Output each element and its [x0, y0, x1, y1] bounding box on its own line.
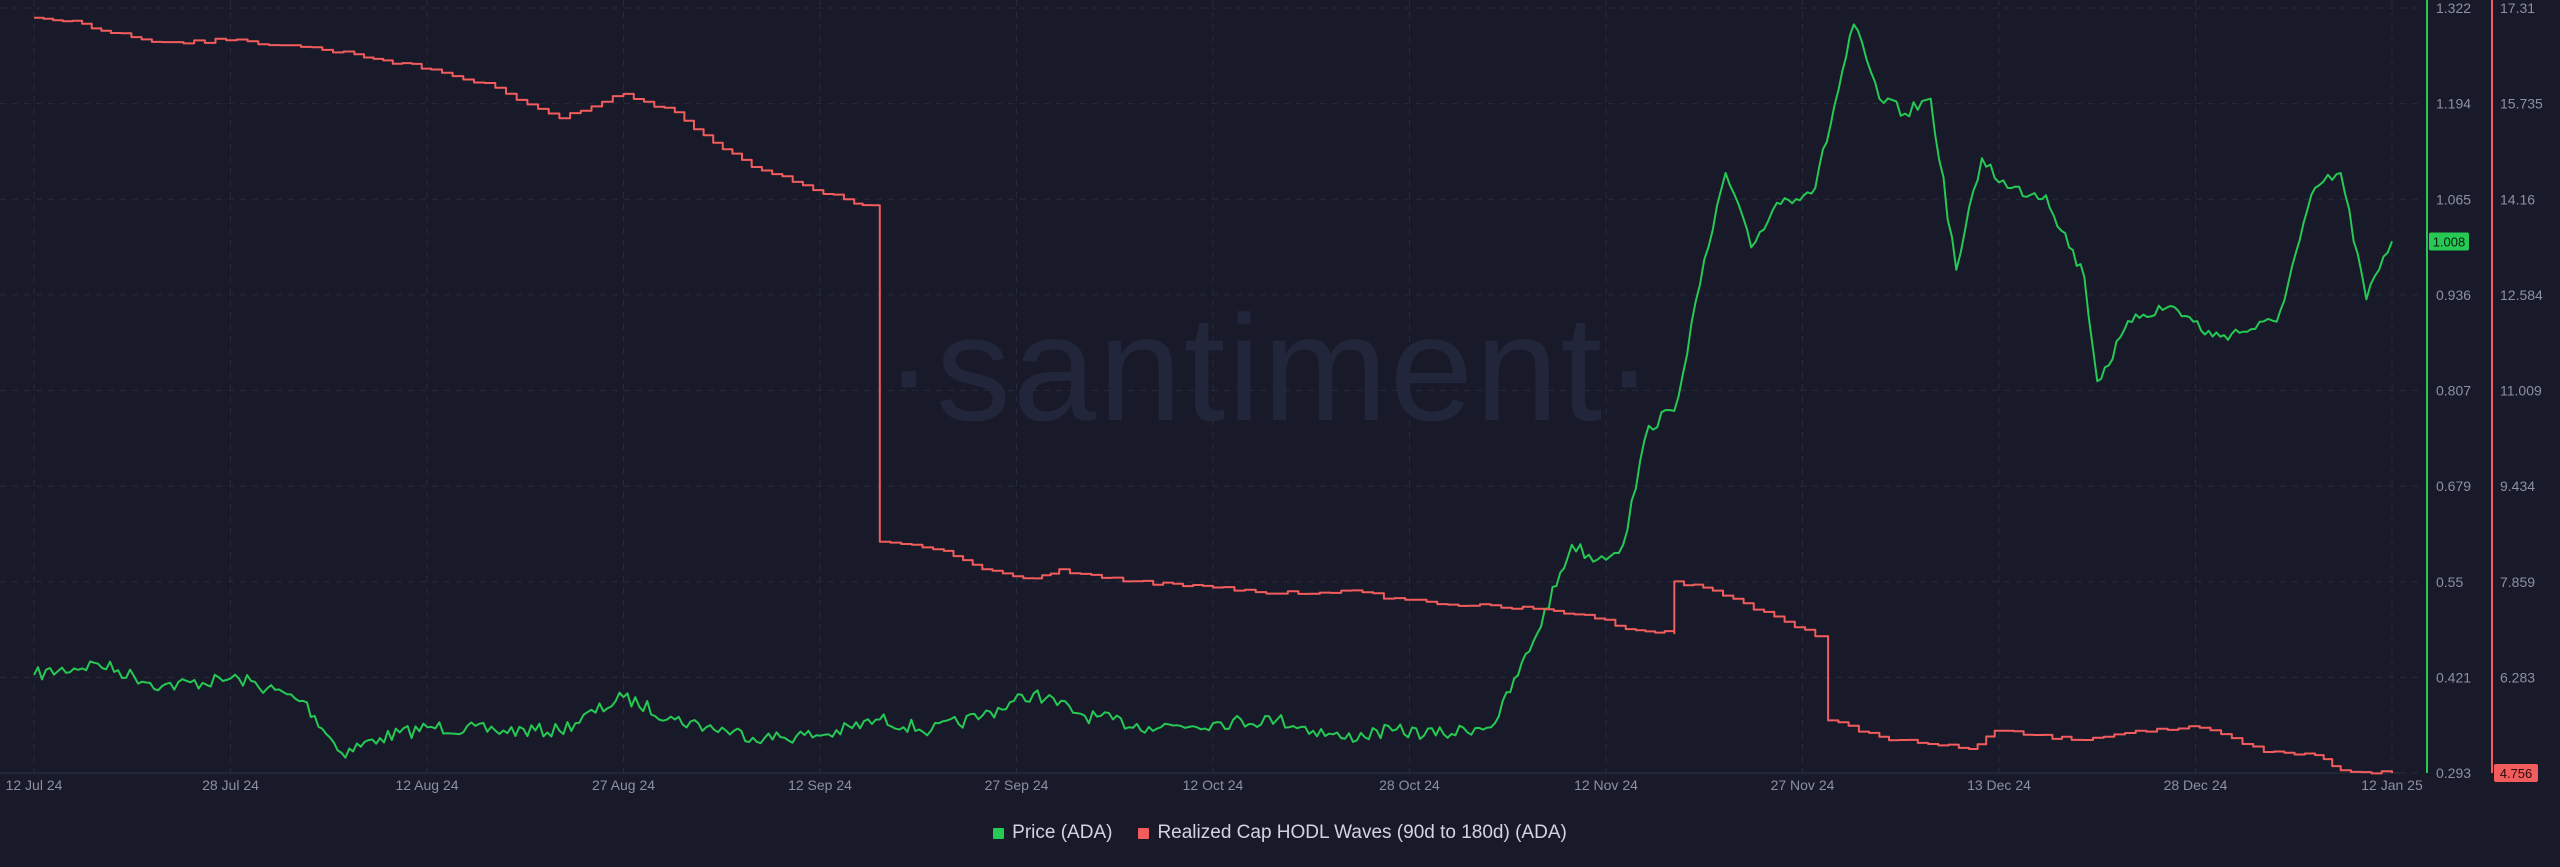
price-series-line — [33, 23, 2393, 759]
label-layer: 1.322 1.194 1.065 0.936 0.807 0.679 0.55 0.421 0… — [6, 0, 2543, 793]
price-current-badge — [2429, 232, 2469, 251]
x-axis-tick: 12 Jul 24 — [6, 777, 63, 793]
x-axis-tick: 28 Oct 24 — [1379, 777, 1440, 793]
x-axis-tick: 12 Jan 25 — [2361, 777, 2423, 793]
hodl-axis-tick: 6.283 — [2500, 669, 2535, 685]
hodl-axis-tick: 17.31 — [2500, 0, 2535, 16]
series-layer — [33, 16, 2393, 775]
hodl-current-label: 4.756 — [2500, 766, 2533, 781]
x-axis-tick: 28 Dec 24 — [2164, 777, 2228, 793]
x-axis-tick: 12 Nov 24 — [1574, 777, 1638, 793]
x-axis-tick: 12 Sep 24 — [788, 777, 852, 793]
x-axis-tick: 12 Aug 24 — [395, 777, 458, 793]
legend-label-hodl: Realized Cap HODL Waves (90d to 180d) (A… — [1157, 822, 1567, 843]
price-axis-tick: 1.065 — [2436, 191, 2471, 207]
price-axis-tick: 0.807 — [2436, 383, 2471, 399]
axis-layer — [0, 0, 2493, 774]
price-axis-tick: 1.194 — [2436, 96, 2471, 112]
hodl-axis-tick: 7.859 — [2500, 574, 2535, 590]
hodl-series-line — [34, 16, 2393, 775]
legend-item-hodl[interactable]: Realized Cap HODL Waves (90d to 180d) (A… — [1138, 822, 1567, 844]
hodl-current-badge — [2494, 764, 2538, 782]
hodl-axis-tick: 12.584 — [2500, 287, 2543, 303]
price-axis-tick: 0.55 — [2436, 574, 2463, 590]
hodl-axis-tick: 15.735 — [2500, 96, 2543, 112]
legend-swatch-hodl — [1138, 827, 1150, 839]
hodl-axis-tick: 11.009 — [2500, 383, 2542, 399]
x-axis-tick: 12 Oct 24 — [1183, 777, 1244, 793]
price-axis-tick: 0.293 — [2436, 765, 2471, 781]
price-current-label: 1.008 — [2433, 234, 2466, 249]
x-axis-tick: 27 Nov 24 — [1771, 777, 1835, 793]
x-axis-tick: 27 Sep 24 — [985, 777, 1049, 793]
price-axis-tick: 0.679 — [2436, 478, 2471, 494]
legend-item-price[interactable]: Price (ADA) — [993, 822, 1112, 844]
x-axis-tick: 13 Dec 24 — [1967, 777, 2031, 793]
hodl-axis-tick: 14.16 — [2500, 191, 2535, 207]
legend-label-price: Price (ADA) — [1012, 822, 1113, 843]
price-axis-tick: 0.936 — [2436, 287, 2471, 303]
chart-legend: Price (ADA) Realized Cap HODL Waves (90d… — [0, 822, 2560, 844]
hodl-axis-tick: 9.434 — [2500, 478, 2535, 494]
legend-swatch-price — [993, 827, 1005, 839]
x-axis-tick: 27 Aug 24 — [592, 777, 655, 793]
x-axis-tick: 28 Jul 24 — [202, 777, 259, 793]
price-axis-tick: 1.322 — [2436, 0, 2471, 16]
price-axis-tick: 0.421 — [2436, 669, 2471, 685]
santiment-watermark: ·santiment· — [884, 284, 1656, 452]
